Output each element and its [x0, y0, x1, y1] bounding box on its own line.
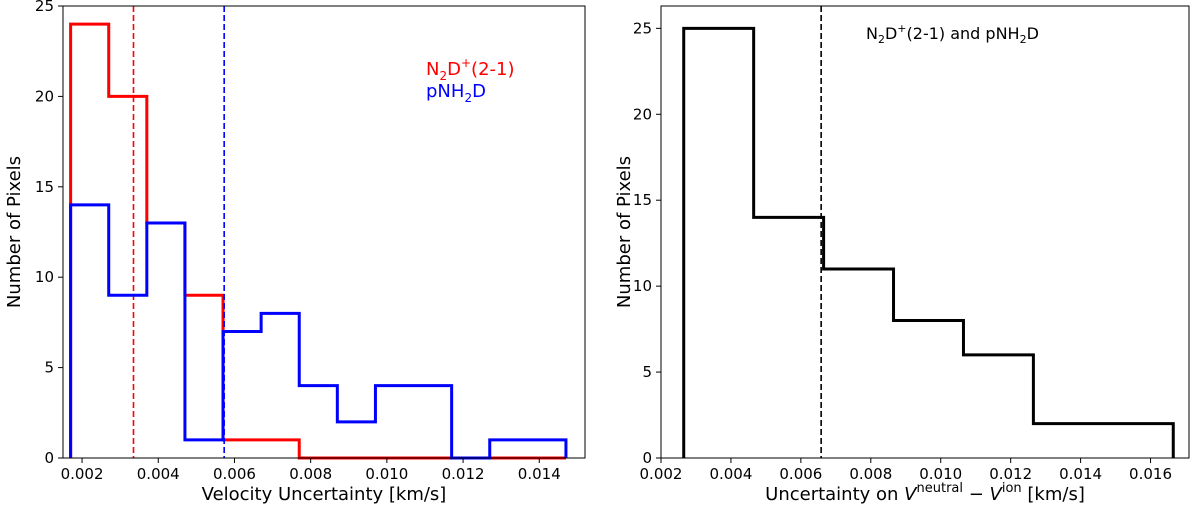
left-x-axis-label: Velocity Uncertainty [km/s]: [202, 484, 447, 505]
left-y-axis-label: Number of Pixels: [4, 156, 25, 308]
left-x-tick-label: 0.004: [137, 465, 180, 483]
right-x-tick-label: 0.004: [709, 465, 752, 483]
right-axes-frame: [660, 5, 1190, 459]
right-xlabel-main: Uncertainty on: [765, 484, 904, 505]
left-x-ticks: 0.002 0.004 0.006 0.008 0.010 0.012 0.014: [61, 458, 561, 483]
right-y-axis-label: Number of Pixels: [614, 156, 635, 308]
left-x-tick-label: 0.008: [289, 465, 332, 483]
left-histogram-series-1: [69, 203, 568, 460]
right-x-ticks: 0.002 0.004 0.006 0.008 0.010 0.012 0.014 0.016: [640, 458, 1172, 483]
left-y-tick-label: 10: [35, 268, 54, 286]
right-y-tick-label: 25: [633, 19, 652, 37]
left-histogram-series-0: [69, 22, 566, 460]
left-y-tick-label: 5: [44, 359, 54, 377]
right-x-tick-label: 0.002: [640, 465, 683, 483]
left-x-tick-label: 0.002: [61, 465, 104, 483]
legend-n2dp-sub: 2: [439, 69, 447, 83]
right-y-ticks: 0 5 10 15 20 25: [633, 19, 661, 467]
legend-entry-n2dp: N2D+(2-1): [426, 56, 515, 83]
right-y-tick-label: 10: [633, 277, 652, 295]
annot-n: N: [866, 24, 878, 43]
right-histogram-series-0: [682, 26, 1175, 458]
right-plot-area: [682, 6, 1175, 458]
annot-d: D: [885, 24, 897, 43]
right-y-tick-label: 20: [633, 105, 652, 123]
legend-pnh2d-main: pNH: [426, 81, 464, 102]
right-xlabel-unit: [km/s]: [1022, 484, 1085, 505]
right-x-axis-label: Uncertainty on Vneutral − Vion [km/s]: [765, 481, 1085, 505]
legend-n2dp-tail: (2-1): [471, 59, 514, 80]
right-x-tick-label: 0.016: [1129, 465, 1172, 483]
left-x-tick-label: 0.012: [442, 465, 485, 483]
annot-sub2: 2: [1020, 33, 1027, 46]
left-y-tick-label: 20: [35, 87, 54, 105]
right-annotation: N2D+(2-1) and pNH2D: [866, 22, 1039, 46]
left-legend: N2D+(2-1) pNH2D: [426, 56, 515, 105]
right-y-tick-label: 5: [642, 363, 652, 381]
right-x-tick-label: 0.008: [849, 465, 892, 483]
left-y-tick-label: 0: [44, 449, 54, 467]
right-x-tick-label: 0.010: [919, 465, 962, 483]
left-x-tick-label: 0.010: [365, 465, 408, 483]
right-histogram-panel: 0.002 0.004 0.006 0.008 0.010 0.012 0.014 0.016…: [614, 5, 1190, 505]
left-y-tick-label: 15: [35, 178, 54, 196]
left-y-tick-label: 25: [35, 0, 54, 15]
left-x-tick-label: 0.006: [213, 465, 256, 483]
legend-pnh2d-d: D: [472, 81, 486, 102]
annot-end: D: [1027, 24, 1039, 43]
left-axes-frame: [62, 5, 586, 459]
annot-mid: (2-1) and pNH: [907, 24, 1020, 43]
left-histogram-panel: 0.002 0.004 0.006 0.008 0.010 0.012 0.014 0 5 10…: [4, 0, 586, 505]
right-xlabel-v1: V: [904, 484, 918, 505]
legend-n2dp-sup: +: [461, 56, 471, 70]
right-y-tick-label: 15: [633, 191, 652, 209]
left-y-ticks: 0 5 10 15 20 25: [35, 0, 63, 467]
annot-sub1: 2: [878, 33, 885, 46]
annot-sup: +: [897, 22, 906, 35]
left-x-tick-label: 0.014: [518, 465, 561, 483]
right-x-tick-label: 0.012: [989, 465, 1032, 483]
right-y-tick-label: 0: [642, 449, 652, 467]
right-xlabel-v2: V: [990, 484, 1004, 505]
legend-pnh2d-sub: 2: [464, 91, 472, 105]
legend-n2dp-d: D: [447, 59, 461, 80]
right-x-tick-label: 0.014: [1059, 465, 1102, 483]
right-xlabel-minus: −: [963, 484, 990, 505]
legend-entry-pnh2d: pNH2D: [426, 81, 486, 105]
legend-n2dp-n: N: [426, 59, 439, 80]
right-xlabel-sup1: neutral: [917, 481, 964, 496]
right-x-tick-label: 0.006: [779, 465, 822, 483]
right-xlabel-sup2: ion: [1002, 481, 1022, 496]
